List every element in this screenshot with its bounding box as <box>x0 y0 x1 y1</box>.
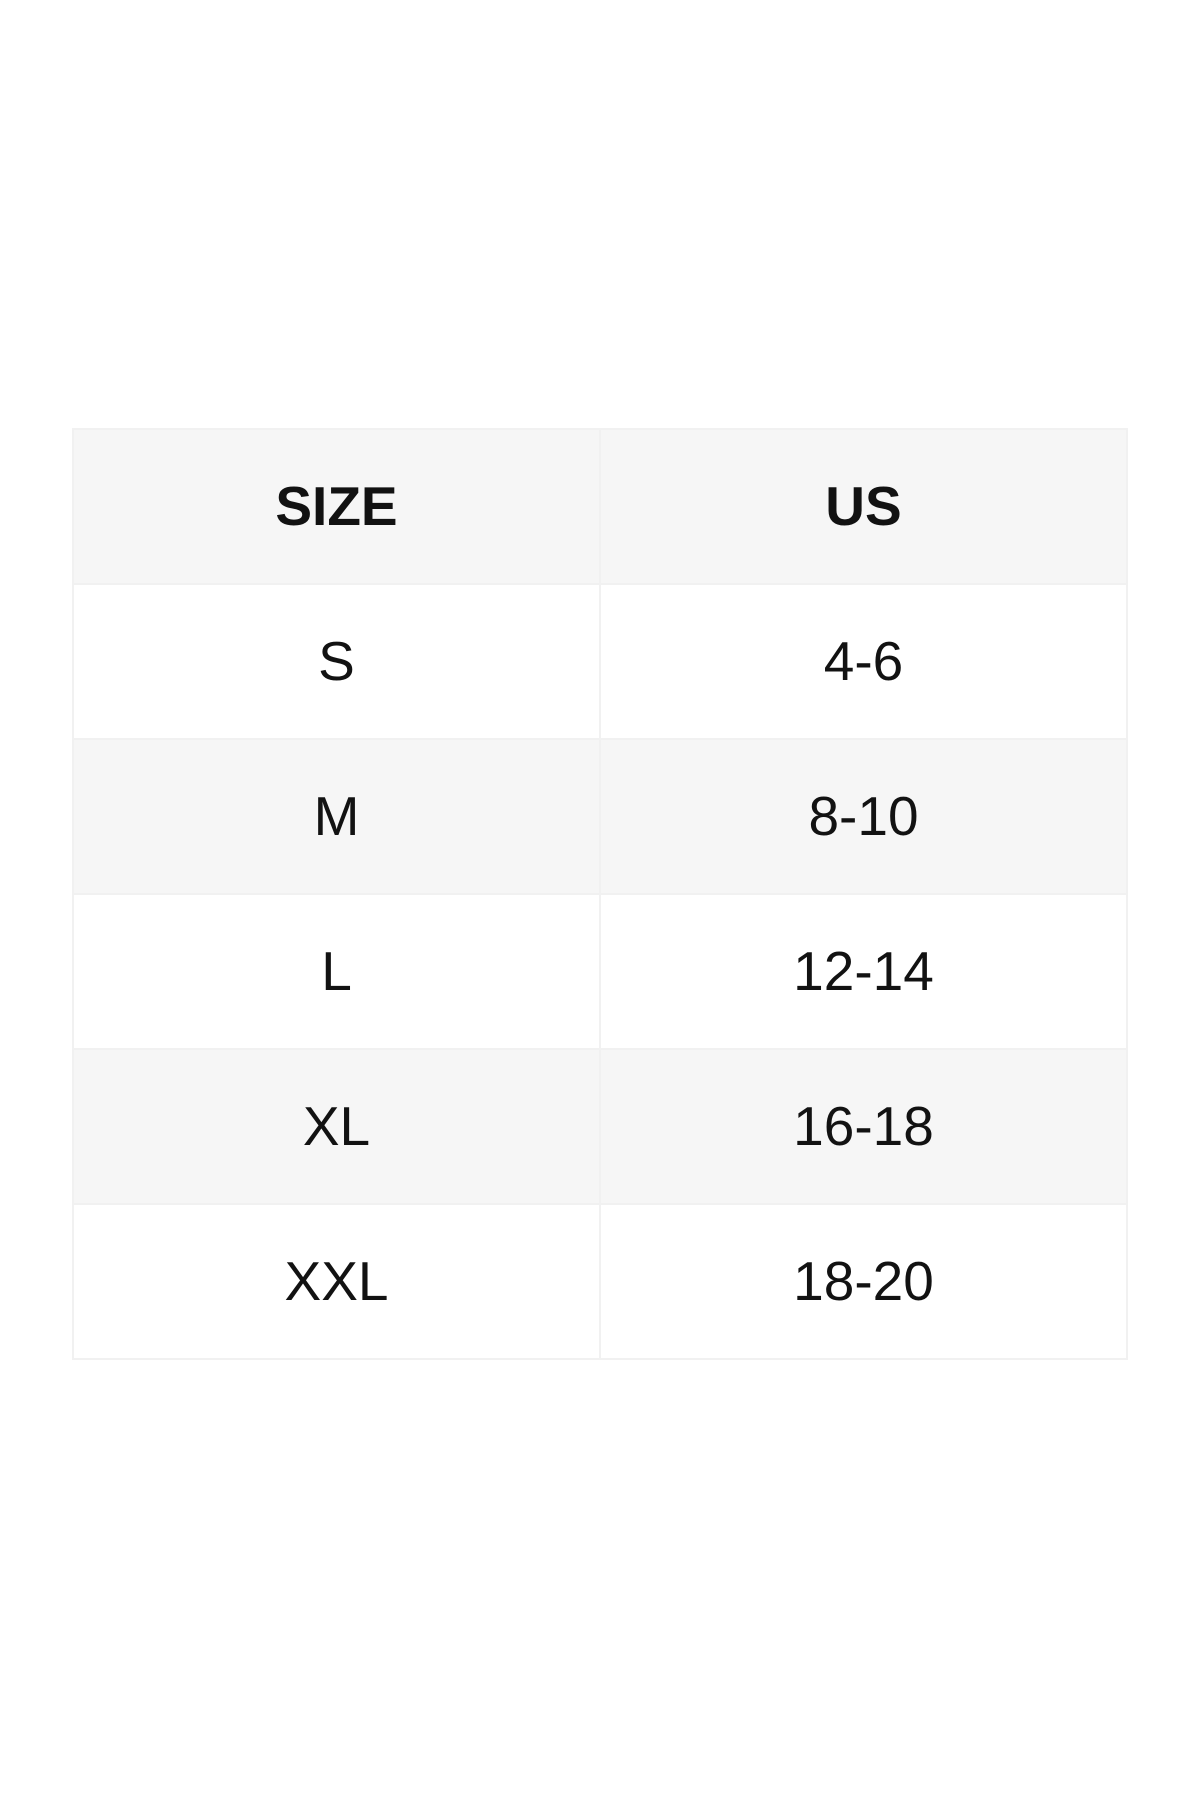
size-cell: XL <box>72 1048 601 1205</box>
size-cell: XXL <box>72 1203 601 1360</box>
table-row: M 8-10 <box>72 738 1128 895</box>
us-cell: 4-6 <box>599 583 1128 740</box>
table-row: S 4-6 <box>72 583 1128 740</box>
size-column-header: SIZE <box>72 428 601 585</box>
size-cell: S <box>72 583 601 740</box>
us-column-header: US <box>599 428 1128 585</box>
us-cell: 8-10 <box>599 738 1128 895</box>
size-chart-body: S 4-6 M 8-10 L 12-14 XL 16-18 XXL 18-20 <box>72 583 1128 1360</box>
size-chart-header: SIZE US <box>72 428 1128 585</box>
size-cell: M <box>72 738 601 895</box>
size-cell: L <box>72 893 601 1050</box>
us-cell: 12-14 <box>599 893 1128 1050</box>
us-cell: 18-20 <box>599 1203 1128 1360</box>
us-cell: 16-18 <box>599 1048 1128 1205</box>
size-chart-table: SIZE US S 4-6 M 8-10 L 12-14 XL 16-18 XX <box>72 428 1128 1360</box>
table-row: XXL 18-20 <box>72 1203 1128 1360</box>
table-row: XL 16-18 <box>72 1048 1128 1205</box>
table-row: L 12-14 <box>72 893 1128 1050</box>
header-row: SIZE US <box>72 428 1128 585</box>
